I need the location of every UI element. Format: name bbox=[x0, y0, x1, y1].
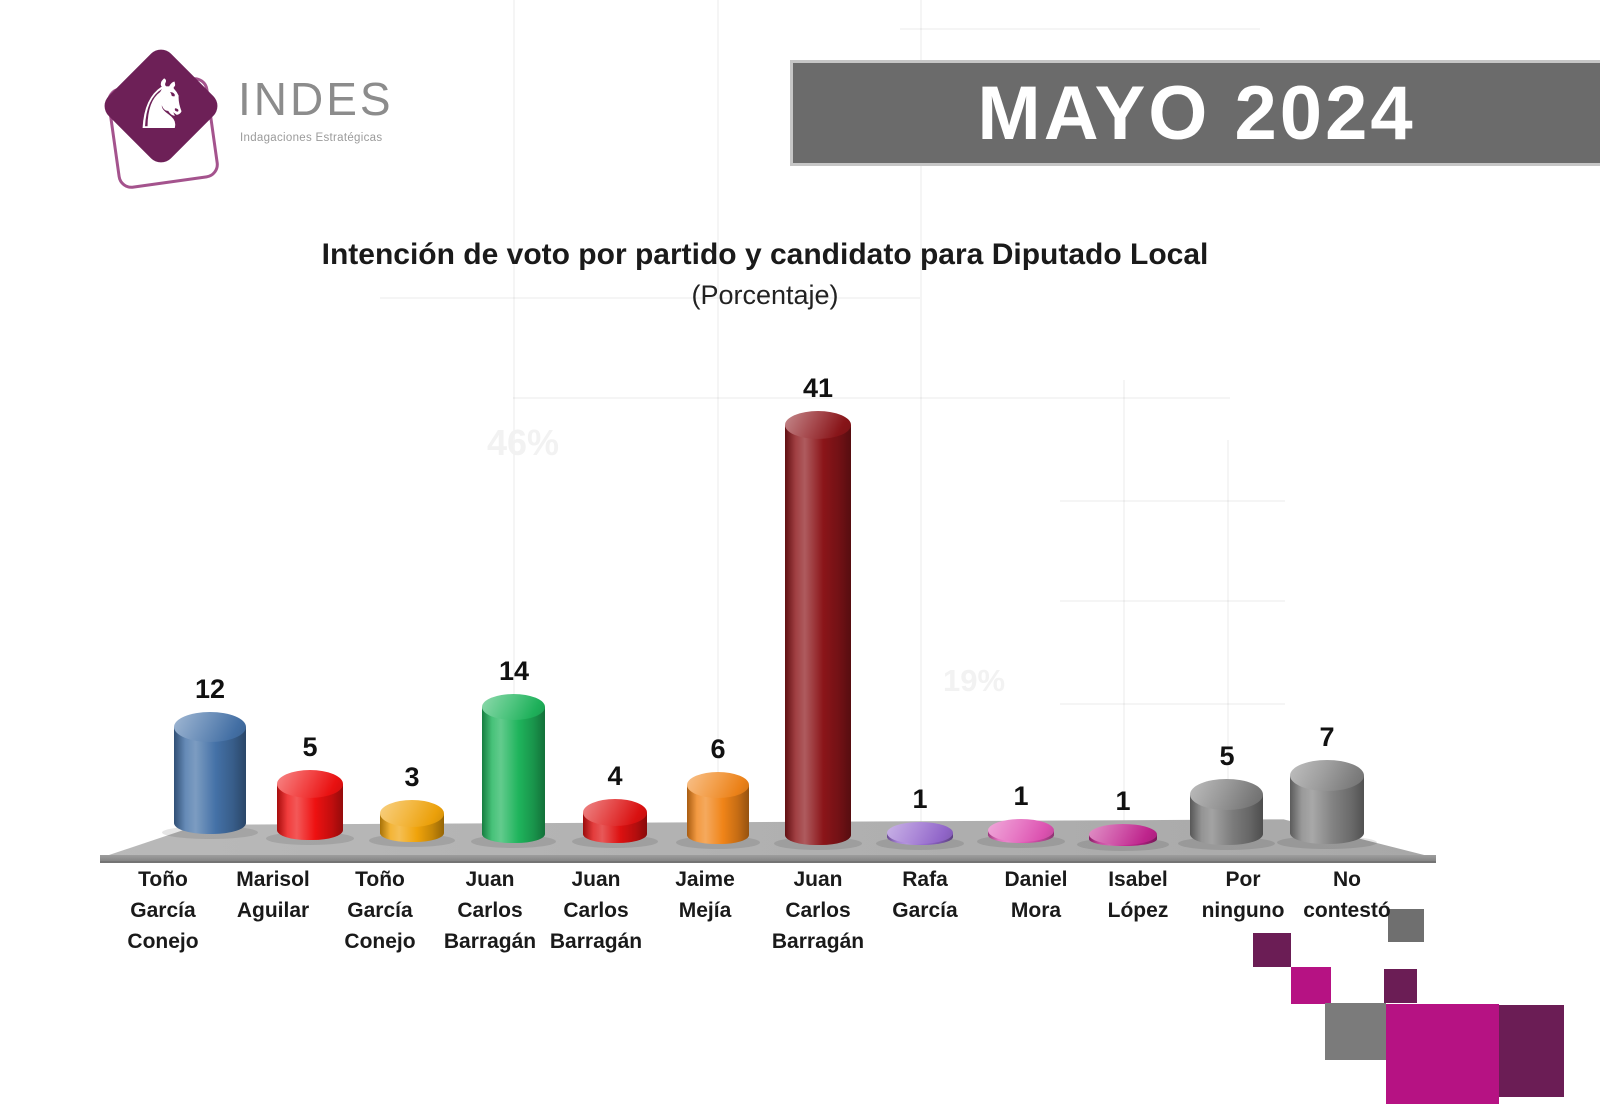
brand-name: INDES bbox=[238, 73, 394, 125]
mosaic-square bbox=[1384, 969, 1417, 1003]
bar-top-cap bbox=[482, 694, 545, 720]
category-label: Juan Carlos Barragán bbox=[443, 868, 537, 953]
bar-top-cap bbox=[380, 800, 444, 827]
category-label: Juan Carlos Barragán bbox=[771, 868, 865, 953]
bar-7 bbox=[887, 822, 953, 845]
ghost-grid-vline bbox=[920, 0, 922, 830]
bar-value-label: 1 bbox=[912, 784, 928, 814]
bar-10 bbox=[1190, 779, 1263, 845]
bar-4 bbox=[583, 799, 647, 843]
brand-tagline: Indagaciones Estratégicas bbox=[240, 132, 383, 144]
ghost-grid-hline bbox=[1060, 500, 1285, 502]
indes-logo: ♞ INDES Indagaciones Estratégicas bbox=[0, 0, 480, 220]
bar-value-label: 5 bbox=[302, 732, 318, 762]
mosaic-square bbox=[1291, 967, 1331, 1004]
mosaic-square bbox=[1325, 1003, 1386, 1060]
watermark-19: 19% bbox=[943, 663, 1006, 698]
category-label: Toño García Conejo bbox=[344, 868, 416, 953]
bar-top-cap bbox=[1290, 760, 1364, 791]
chart-platform-edge bbox=[100, 855, 1436, 863]
bar-value-label: 12 bbox=[194, 674, 226, 704]
category-label: Daniel Mora bbox=[1004, 868, 1068, 922]
bar-top-cap bbox=[785, 411, 851, 439]
bar-value-label: 4 bbox=[607, 761, 623, 791]
chart-subtitle: (Porcentaje) bbox=[691, 280, 839, 310]
ghost-grid-vline bbox=[1123, 380, 1125, 830]
ghost-grid-hline bbox=[513, 397, 1230, 399]
bar-9 bbox=[1089, 824, 1157, 846]
category-label: Juan Carlos Barragán bbox=[549, 868, 643, 953]
ghost-grid-hline bbox=[380, 297, 920, 299]
ghost-grid-hline bbox=[900, 28, 1260, 30]
bar-1 bbox=[277, 770, 343, 840]
bar-value-label: 7 bbox=[1319, 722, 1335, 752]
bar-value-label: 14 bbox=[498, 656, 530, 686]
mosaic-square bbox=[1386, 1004, 1499, 1104]
bar-top-cap bbox=[687, 772, 749, 798]
ghost-grid-hline bbox=[1060, 703, 1285, 705]
bar-top-cap bbox=[1089, 824, 1157, 845]
bar-value-label: 1 bbox=[1013, 781, 1029, 811]
bar-0 bbox=[174, 712, 246, 834]
category-label: Jaime Mejía bbox=[675, 868, 735, 922]
chart-title: Intención de voto por partido y candidat… bbox=[321, 238, 1209, 271]
category-label: Isabel López bbox=[1107, 868, 1169, 922]
bar-value-label: 1 bbox=[1115, 786, 1131, 816]
category-label: Marisol Aguilar bbox=[236, 868, 310, 922]
ghost-grid-vline bbox=[1227, 440, 1229, 830]
bar-top-cap bbox=[1190, 779, 1263, 810]
bar-top-cap bbox=[277, 770, 343, 798]
bar-top-cap bbox=[174, 712, 246, 742]
ghost-grid-hline bbox=[1060, 600, 1285, 602]
bar-11 bbox=[1290, 760, 1364, 844]
bar-6 bbox=[785, 411, 851, 845]
bar-3 bbox=[482, 694, 545, 843]
bar-value-label: 3 bbox=[404, 762, 420, 792]
banner-label: MAYO 2024 bbox=[977, 70, 1416, 156]
bar-8 bbox=[988, 819, 1054, 843]
category-label: Toño García Conejo bbox=[127, 868, 199, 953]
mosaic-square bbox=[1388, 909, 1424, 942]
bar-5 bbox=[687, 772, 749, 844]
bar-value-label: 5 bbox=[1219, 741, 1235, 771]
bar-top-cap bbox=[583, 799, 647, 826]
date-banner: MAYO 2024 bbox=[790, 60, 1600, 166]
bar-body bbox=[174, 727, 246, 834]
watermark-46: 46% bbox=[487, 422, 560, 463]
bar-2 bbox=[380, 800, 444, 842]
ghost-grid-vline bbox=[717, 0, 719, 830]
bar-value-label: 41 bbox=[802, 373, 834, 403]
horse-icon: ♞ bbox=[131, 66, 193, 145]
mosaic-square bbox=[1499, 1005, 1564, 1097]
category-label: Rafa García bbox=[892, 868, 958, 922]
ghost-grid-vline bbox=[513, 0, 515, 830]
bar-body bbox=[482, 707, 545, 843]
category-label: No contestó bbox=[1303, 868, 1391, 922]
bar-top-cap bbox=[887, 822, 953, 844]
bar-body bbox=[785, 425, 851, 845]
mosaic-square bbox=[1253, 933, 1291, 967]
category-label: Por ninguno bbox=[1201, 868, 1285, 922]
bar-top-cap bbox=[988, 819, 1054, 842]
bar-value-label: 6 bbox=[710, 734, 726, 764]
